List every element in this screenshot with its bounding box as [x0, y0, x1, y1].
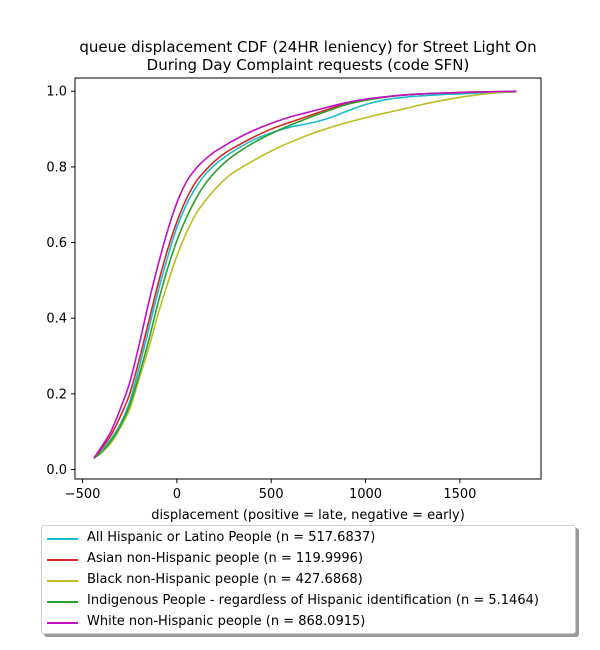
legend-label: All Hispanic or Latino People (n = 517.6… — [87, 530, 376, 545]
y-tick-label: 0.6 — [46, 236, 67, 251]
x-tick-label: 1000 — [349, 487, 382, 502]
legend-label: Asian non-Hispanic people (n = 119.9996) — [87, 551, 364, 566]
legend-item: Indigenous People - regardless of Hispan… — [42, 591, 575, 611]
legend-label: Black non-Hispanic people (n = 427.6868) — [87, 572, 363, 587]
chart-title-line-2: During Day Complaint requests (code SFN) — [147, 56, 470, 74]
legend-swatch — [47, 559, 78, 561]
series-line-4 — [93, 90, 517, 459]
y-tick-label: 0.0 — [46, 463, 67, 478]
series-line-1 — [93, 90, 517, 459]
legend-item: Black non-Hispanic people (n = 427.6868) — [42, 570, 575, 590]
x-tick-label: 0 — [173, 487, 181, 502]
plot-area-frame — [74, 77, 542, 480]
series-line-3 — [93, 90, 517, 459]
legend-label: Indigenous People - regardless of Hispan… — [87, 593, 539, 608]
legend-swatch — [47, 580, 78, 582]
series-line-2 — [93, 90, 517, 459]
legend-item: Asian non-Hispanic people (n = 119.9996) — [42, 549, 575, 569]
y-tick-label: 0.8 — [46, 160, 67, 175]
y-tick-label: 0.4 — [46, 312, 67, 327]
legend-item: All Hispanic or Latino People (n = 517.6… — [42, 528, 575, 548]
legend: All Hispanic or Latino People (n = 517.6… — [41, 525, 576, 634]
legend-swatch — [47, 622, 78, 624]
legend-swatch — [47, 538, 78, 540]
legend-label: White non-Hispanic people (n = 868.0915) — [87, 614, 366, 629]
series-line-0 — [93, 91, 517, 459]
x-axis-label: displacement (positive = late, negative … — [151, 508, 465, 523]
x-tick-label: −500 — [65, 487, 101, 502]
y-tick-label: 1.0 — [46, 85, 67, 100]
x-tick-label: 1500 — [443, 487, 476, 502]
legend-swatch — [47, 601, 78, 603]
x-tick-label: 500 — [259, 487, 284, 502]
legend-item: White non-Hispanic people (n = 868.0915) — [42, 612, 575, 632]
chart-title-line-1: queue displacement CDF (24HR leniency) f… — [79, 38, 536, 56]
y-tick-label: 0.2 — [46, 387, 67, 402]
